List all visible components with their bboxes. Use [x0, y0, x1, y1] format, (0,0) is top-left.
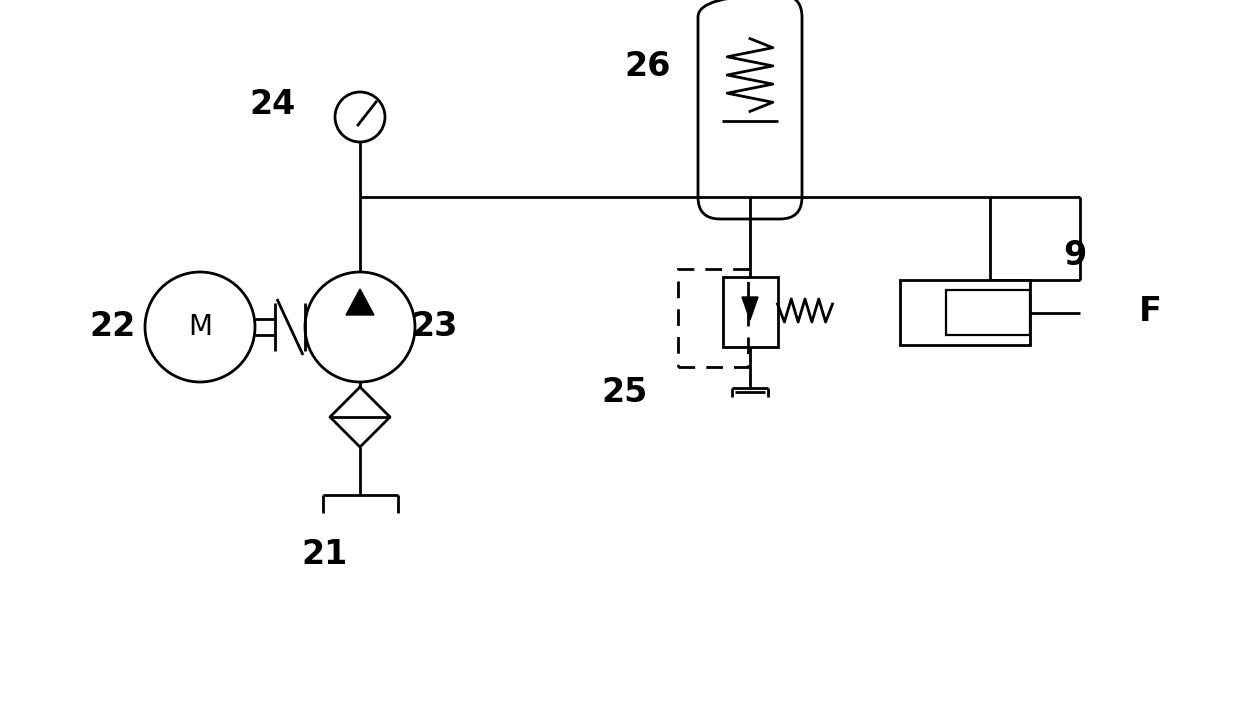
Text: 25: 25	[601, 376, 649, 409]
Text: 26: 26	[625, 50, 671, 84]
Polygon shape	[346, 289, 374, 315]
Text: F: F	[1138, 295, 1162, 329]
Bar	[723, 277, 777, 347]
Text: 21: 21	[301, 539, 348, 571]
Bar	[945, 290, 1030, 335]
Text: M: M	[188, 313, 212, 341]
Text: 9: 9	[1064, 238, 1086, 271]
Text: 23: 23	[412, 310, 459, 343]
Bar	[900, 280, 1030, 345]
Text: 24: 24	[249, 89, 295, 121]
Polygon shape	[742, 297, 758, 320]
Bar	[677, 269, 748, 367]
Text: 22: 22	[89, 310, 135, 343]
